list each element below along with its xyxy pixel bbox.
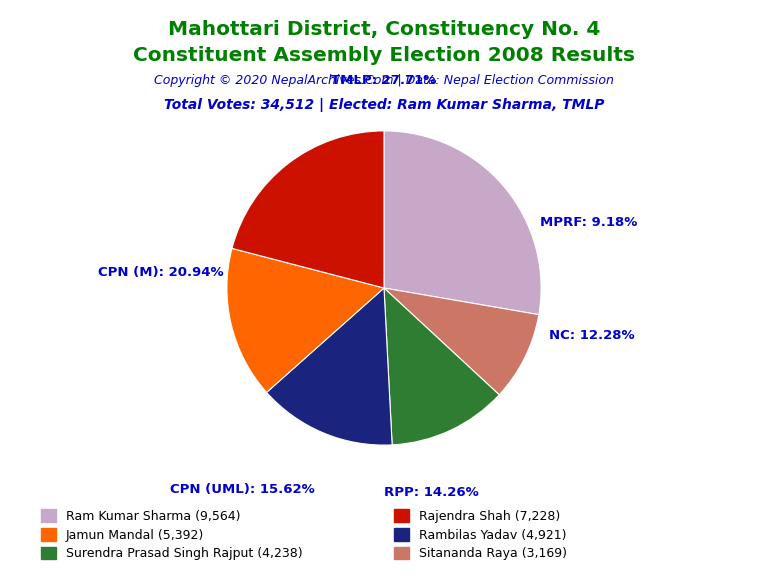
Text: RPP: 14.26%: RPP: 14.26% [384,486,478,499]
Legend: Rajendra Shah (7,228), Rambilas Yadav (4,921), Sitananda Raya (3,169): Rajendra Shah (7,228), Rambilas Yadav (4… [390,506,571,564]
Text: Copyright © 2020 NepalArchives.Com | Data: Nepal Election Commission: Copyright © 2020 NepalArchives.Com | Dat… [154,74,614,87]
Text: Mahottari District, Constituency No. 4: Mahottari District, Constituency No. 4 [168,20,600,39]
Text: CPN (UML): 15.62%: CPN (UML): 15.62% [170,483,315,495]
Wedge shape [384,288,539,395]
Wedge shape [266,288,392,445]
Text: CPN (M): 20.94%: CPN (M): 20.94% [98,266,223,279]
Text: TMLP: 27.71%: TMLP: 27.71% [331,74,437,87]
Text: Total Votes: 34,512 | Elected: Ram Kumar Sharma, TMLP: Total Votes: 34,512 | Elected: Ram Kumar… [164,98,604,112]
Wedge shape [227,248,384,392]
Wedge shape [384,131,541,314]
Wedge shape [232,131,384,288]
Text: Constituent Assembly Election 2008 Results: Constituent Assembly Election 2008 Resul… [133,46,635,65]
Legend: Ram Kumar Sharma (9,564), Jamun Mandal (5,392), Surendra Prasad Singh Rajput (4,: Ram Kumar Sharma (9,564), Jamun Mandal (… [37,506,306,564]
Text: NC: 12.28%: NC: 12.28% [548,329,634,342]
Wedge shape [384,288,499,445]
Text: MPRF: 9.18%: MPRF: 9.18% [540,215,637,229]
